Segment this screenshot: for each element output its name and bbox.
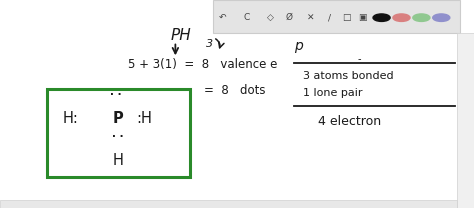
Text: 1 lone pair: 1 lone pair — [303, 88, 363, 98]
Text: ✕: ✕ — [307, 13, 314, 22]
Text: ▣: ▣ — [358, 13, 367, 22]
Text: H: H — [113, 153, 124, 168]
Text: =  8   dots: = 8 dots — [204, 84, 265, 97]
Text: Ø: Ø — [286, 13, 292, 22]
Bar — [47, 89, 190, 177]
Text: · ·: · · — [112, 132, 123, 142]
Text: 5 + 3(1)  =  8   valence e: 5 + 3(1) = 8 valence e — [128, 58, 277, 71]
Circle shape — [413, 14, 430, 21]
Text: · ·: · · — [110, 90, 122, 100]
Text: □: □ — [342, 13, 350, 22]
Text: C: C — [243, 13, 250, 22]
Text: 3: 3 — [206, 39, 213, 49]
Text: H:: H: — [63, 111, 78, 126]
Text: ◇: ◇ — [267, 13, 273, 22]
Circle shape — [373, 14, 390, 21]
Text: PH: PH — [171, 28, 191, 43]
Text: P: P — [113, 111, 124, 126]
Circle shape — [433, 14, 450, 21]
Bar — [457, 33, 474, 208]
Text: 4 electron: 4 electron — [318, 115, 381, 128]
Text: -: - — [358, 54, 361, 64]
Bar — [0, 200, 457, 208]
Text: :H: :H — [137, 111, 152, 126]
Text: /: / — [328, 13, 331, 22]
Text: ↶: ↶ — [219, 13, 227, 22]
Text: p: p — [294, 39, 302, 53]
Text: 3 atoms bonded: 3 atoms bonded — [303, 71, 394, 81]
Circle shape — [393, 14, 410, 21]
Bar — [213, 0, 460, 33]
